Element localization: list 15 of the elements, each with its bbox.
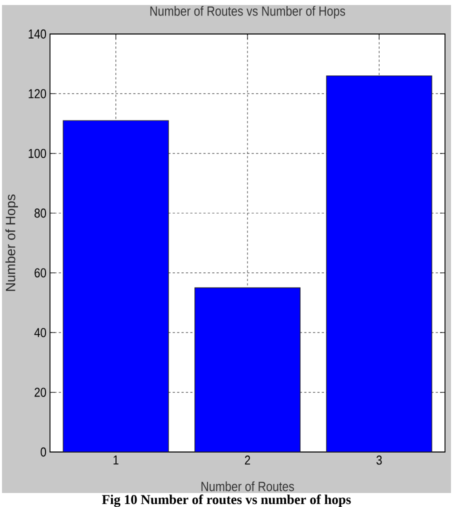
x-axis-title: Number of Routes bbox=[202, 481, 294, 492]
y-tick-label: 40 bbox=[34, 328, 46, 338]
x-tick-label: 3 bbox=[376, 456, 382, 465]
y-tick-label: 20 bbox=[34, 388, 46, 397]
y-tick-label: 0 bbox=[40, 447, 46, 457]
chart-title: Number of Routes vs Number of Hops bbox=[150, 6, 346, 18]
caption: Fig 10 Number of routes vs number of hops bbox=[102, 494, 351, 507]
y-tick-label: 60 bbox=[34, 268, 46, 278]
y-axis-title: Number of Hops bbox=[5, 194, 18, 291]
y-tick-label: 120 bbox=[28, 89, 46, 98]
x-tick-label: 1 bbox=[114, 456, 118, 464]
y-tick-label: 140 bbox=[28, 29, 46, 39]
x-tick-label: 2 bbox=[244, 456, 250, 465]
y-tick-label: 100 bbox=[28, 148, 46, 158]
y-tick-label: 80 bbox=[34, 208, 46, 218]
